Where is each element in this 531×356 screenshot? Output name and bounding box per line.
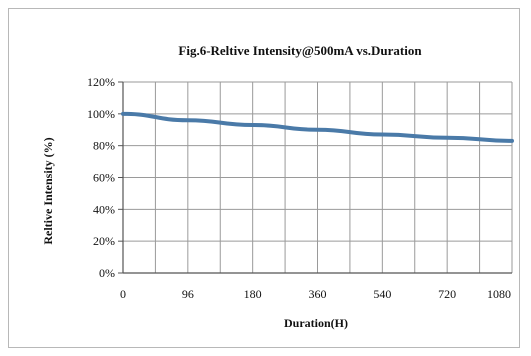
- y-axis-label: Reltive Intensity (%): [41, 137, 55, 244]
- x-tick-label: 540: [373, 287, 391, 301]
- y-tick-labels: 0% 20% 40% 60% 80% 100% 120%: [87, 75, 115, 280]
- x-tick-label: 0: [120, 287, 126, 301]
- grid: [122, 81, 513, 274]
- chart-title: Fig.6-Reltive Intensity@500mA vs.Duratio…: [178, 43, 422, 58]
- y-tick-label: 40%: [93, 202, 115, 216]
- series-line: [121, 111, 514, 143]
- y-tick-label: 60%: [93, 171, 115, 185]
- y-tick-label: 100%: [87, 107, 115, 121]
- x-axis-label: Duration(H): [284, 316, 348, 330]
- x-tick-label: 180: [244, 287, 262, 301]
- x-tick-label: 96: [182, 287, 194, 301]
- x-tick-label: 360: [309, 287, 327, 301]
- y-tick-label: 20%: [93, 234, 115, 248]
- x-tick-label: 1080: [487, 287, 511, 301]
- y-tick-label: 120%: [87, 75, 115, 89]
- y-tick-label: 80%: [93, 139, 115, 153]
- y-tick-label: 0%: [99, 266, 115, 280]
- x-tick-labels: 0 96 180 360 540 720 1080: [120, 287, 511, 301]
- series: [121, 111, 514, 143]
- x-tick-label: 720: [438, 287, 456, 301]
